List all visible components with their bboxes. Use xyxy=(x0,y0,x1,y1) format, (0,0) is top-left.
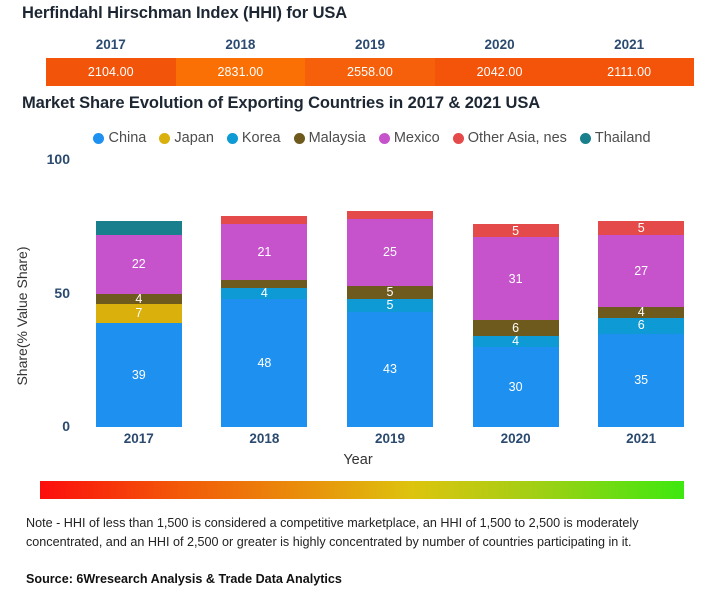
bar-segment[interactable]: 35 xyxy=(598,333,685,427)
legend-item-label: Korea xyxy=(241,130,281,146)
bar-segment[interactable] xyxy=(347,210,433,219)
bar-segment[interactable] xyxy=(95,221,182,235)
legend-item-label: Mexico xyxy=(393,130,440,146)
bar-segment[interactable]: 48 xyxy=(221,298,308,427)
legend-item-thailand[interactable]: Thailand xyxy=(579,130,651,146)
hhi-value-cell: 2831.00 xyxy=(175,58,306,86)
y-axis-tick-label: 100 xyxy=(46,151,70,167)
legend-item-label: Malaysia xyxy=(308,130,366,146)
legend-item-label: Thailand xyxy=(594,130,651,146)
legend-item-mexico[interactable]: Mexico xyxy=(378,130,440,146)
x-axis-tick-label: 2020 xyxy=(500,431,531,446)
hhi-value-cell: 2111.00 xyxy=(564,58,694,86)
legend-item-japan[interactable]: Japan xyxy=(159,130,214,146)
footnote-text: Note - HHI of less than 1,500 is conside… xyxy=(26,516,639,550)
legend-swatch-icon xyxy=(226,132,238,144)
legend-item-label: Other Asia, nes xyxy=(467,130,567,146)
legend-swatch-icon xyxy=(378,132,390,144)
legend-item-malaysia[interactable]: Malaysia xyxy=(293,130,366,146)
bar-stack: 48 4 21 xyxy=(221,216,308,427)
legend-item-label: Japan xyxy=(174,130,214,146)
hhi-year-header-row: 2017 2018 2019 2020 2021 xyxy=(46,35,694,55)
bar-segment[interactable] xyxy=(221,216,308,225)
bar-segment[interactable]: 5 xyxy=(347,298,433,313)
x-axis-ticks: 2017 2018 2019 2020 2021 xyxy=(76,428,704,450)
x-axis-tick-label: 2017 xyxy=(123,431,154,446)
bar-segment[interactable]: 30 xyxy=(472,346,559,427)
x-axis-tick-label: 2018 xyxy=(249,431,280,446)
x-axis-tick-label: 2019 xyxy=(374,431,405,446)
bar-segment[interactable]: 21 xyxy=(221,224,308,281)
bar-stack: 35 6 4 27 5 xyxy=(598,221,685,427)
bar-column[interactable]: 30 4 6 31 5 xyxy=(472,160,559,427)
bar-segment[interactable]: 5 xyxy=(472,224,559,238)
hhi-value-cell: 2558.00 xyxy=(305,58,435,86)
bar-segment[interactable]: 43 xyxy=(347,312,433,427)
legend-swatch-icon xyxy=(579,132,591,144)
y-axis-title: Share(% Value Share) xyxy=(14,246,30,386)
bar-column[interactable]: 43 5 5 25 xyxy=(347,160,433,427)
bar-stack: 30 4 6 31 5 xyxy=(472,224,559,427)
hhi-year-label: 2021 xyxy=(614,37,645,52)
bar-segment[interactable] xyxy=(221,280,308,289)
legend-swatch-icon xyxy=(452,132,464,144)
bar-segment[interactable]: 25 xyxy=(347,218,433,286)
legend-item-other-asia-nes[interactable]: Other Asia, nes xyxy=(452,130,567,146)
legend-item-china[interactable]: China xyxy=(93,130,146,146)
bar-segment[interactable]: 4 xyxy=(221,288,308,299)
y-axis-tick-label: 0 xyxy=(62,418,70,434)
hhi-value-cell: 2104.00 xyxy=(46,58,176,86)
hhi-year-label: 2017 xyxy=(95,37,126,52)
concentration-gradient-bar xyxy=(40,481,684,499)
bar-segment[interactable]: 5 xyxy=(598,221,685,235)
hhi-value-cell: 2042.00 xyxy=(434,58,565,86)
bar-segment[interactable]: 4 xyxy=(472,336,559,347)
bar-segment[interactable]: 22 xyxy=(95,234,182,294)
legend-swatch-icon xyxy=(293,132,305,144)
bar-column[interactable]: 35 6 4 27 5 xyxy=(598,160,685,427)
bar-column[interactable]: 48 4 21 xyxy=(221,160,308,427)
legend-item-korea[interactable]: Korea xyxy=(226,130,281,146)
bar-stack: 39 7 4 22 xyxy=(95,221,182,427)
legend-swatch-icon xyxy=(93,132,105,144)
bar-segment[interactable]: 6 xyxy=(598,317,685,334)
y-axis-tick-label: 50 xyxy=(54,284,70,301)
chart-legend: China Japan Korea Malaysia Mexico Other Asia,… xyxy=(42,130,702,146)
bar-segment[interactable]: 6 xyxy=(472,320,559,337)
bar-segment[interactable]: 31 xyxy=(472,237,559,321)
bar-column[interactable]: 39 7 4 22 xyxy=(95,160,182,427)
plot-area: Share(% Value Share) 0 50 100 39 7 4 22 48 4 21 4… xyxy=(0,151,716,468)
y-axis-ticks: 0 50 100 xyxy=(30,151,70,460)
bar-segment[interactable]: 5 xyxy=(347,285,433,299)
x-axis-tick-label: 2021 xyxy=(626,431,657,446)
bar-series-container: 39 7 4 22 48 4 21 43 5 5 25 30 4 6 31 5 35 6 4 27 5 xyxy=(76,160,704,427)
source-text: Source: 6Wresearch Analysis & Trade Data… xyxy=(26,572,342,586)
bar-segment[interactable]: 27 xyxy=(598,234,685,307)
hhi-value-bar: 2104.00 2831.00 2558.00 2042.00 2111.00 xyxy=(46,58,694,86)
bar-segment[interactable]: 4 xyxy=(95,293,182,305)
hhi-year-label: 2020 xyxy=(484,37,515,52)
bar-stack: 43 5 5 25 xyxy=(347,210,433,427)
bar-segment[interactable]: 39 xyxy=(95,322,182,427)
x-axis-title: Year xyxy=(343,452,373,468)
hhi-year-label: 2018 xyxy=(225,37,256,52)
page-title: Market Share Evolution of Exporting Coun… xyxy=(22,94,541,112)
bar-segment[interactable]: 7 xyxy=(95,304,182,323)
hhi-title: Herfindahl Hirschman Index (HHI) for USA xyxy=(22,4,348,22)
bar-segment[interactable]: 4 xyxy=(598,306,685,318)
legend-swatch-icon xyxy=(159,132,171,144)
legend-item-label: China xyxy=(108,130,147,146)
hhi-year-label: 2019 xyxy=(354,37,385,52)
